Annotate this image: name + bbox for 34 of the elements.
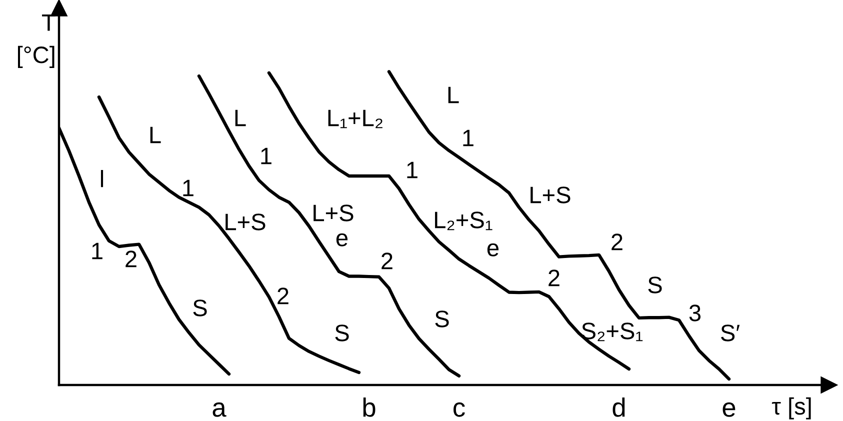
annotation: L₁+L₂ [328,110,382,128]
annotation: 2 [278,288,288,304]
annotation: 3 [689,304,701,322]
annotation: 1 [183,180,194,196]
x-tick-label: e [722,402,736,417]
annotation: 2 [548,270,560,286]
annotation: l [100,170,104,188]
annotation: 2 [612,234,622,250]
annotation: 2 [382,252,392,270]
annotation: S′ [720,324,740,342]
annotation: S [648,276,662,294]
x-tick-label: c [454,402,465,417]
annotation: L [150,126,161,144]
annotation: 2 [126,250,136,268]
annotation: S [193,300,207,316]
x-axis-title: τ [s] [772,397,811,420]
annotation: S [335,324,349,342]
annotation: 1 [407,162,418,178]
annotation: e [336,233,348,246]
annotation: e [487,243,499,256]
annotation: 1 [92,242,102,260]
annotation: L [448,86,459,104]
annotation: L₂+S₁ [435,212,492,230]
annotation: S [435,310,449,328]
annotation: 1 [261,148,272,164]
annotation: L+S [530,186,570,204]
x-tick-label: a [212,402,226,417]
annotation: L+S [226,214,266,230]
annotation: 1 [463,130,474,146]
annotation: L [235,110,246,126]
x-tick-label: b [363,398,376,417]
annotation: L+S [314,204,354,222]
annotation: S₂+S₁ [582,322,643,342]
x-tick-label: d [612,398,625,417]
